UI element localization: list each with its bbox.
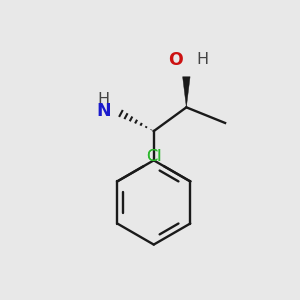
Polygon shape [183, 77, 190, 107]
Text: N: N [96, 102, 111, 120]
Text: Cl: Cl [146, 149, 162, 164]
Text: H: H [196, 52, 209, 67]
Text: O: O [168, 51, 183, 69]
Text: Cl: Cl [146, 149, 161, 164]
Text: H: H [98, 92, 110, 107]
